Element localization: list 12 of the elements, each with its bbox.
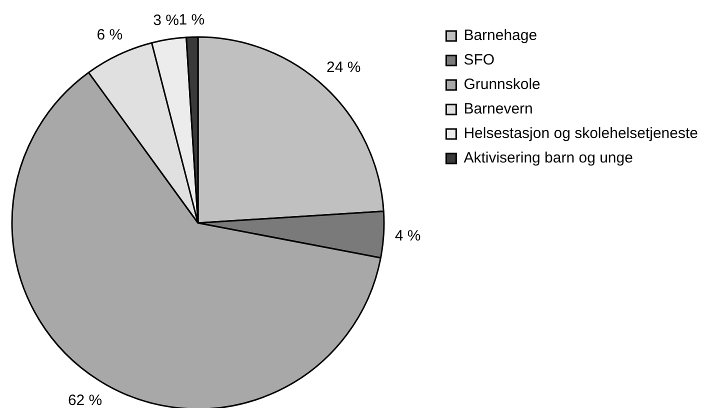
legend-label: Aktivisering barn og unge [464, 150, 633, 167]
data-label: 62 % [68, 392, 102, 408]
legend-label: Grunnskole [464, 76, 540, 94]
data-label: 4 % [394, 227, 421, 244]
data-label: 24 % [326, 59, 361, 76]
data-label: 1 % [178, 11, 205, 28]
data-label: 3 % [153, 12, 179, 30]
legend-label: Helsestasjon og skolehelsetjeneste [464, 125, 698, 142]
legend-label: Barnevern [464, 100, 533, 118]
legend-label: SFO [464, 52, 495, 69]
legend-label: Barnehage [464, 27, 538, 44]
data-label: 6 % [96, 26, 123, 44]
